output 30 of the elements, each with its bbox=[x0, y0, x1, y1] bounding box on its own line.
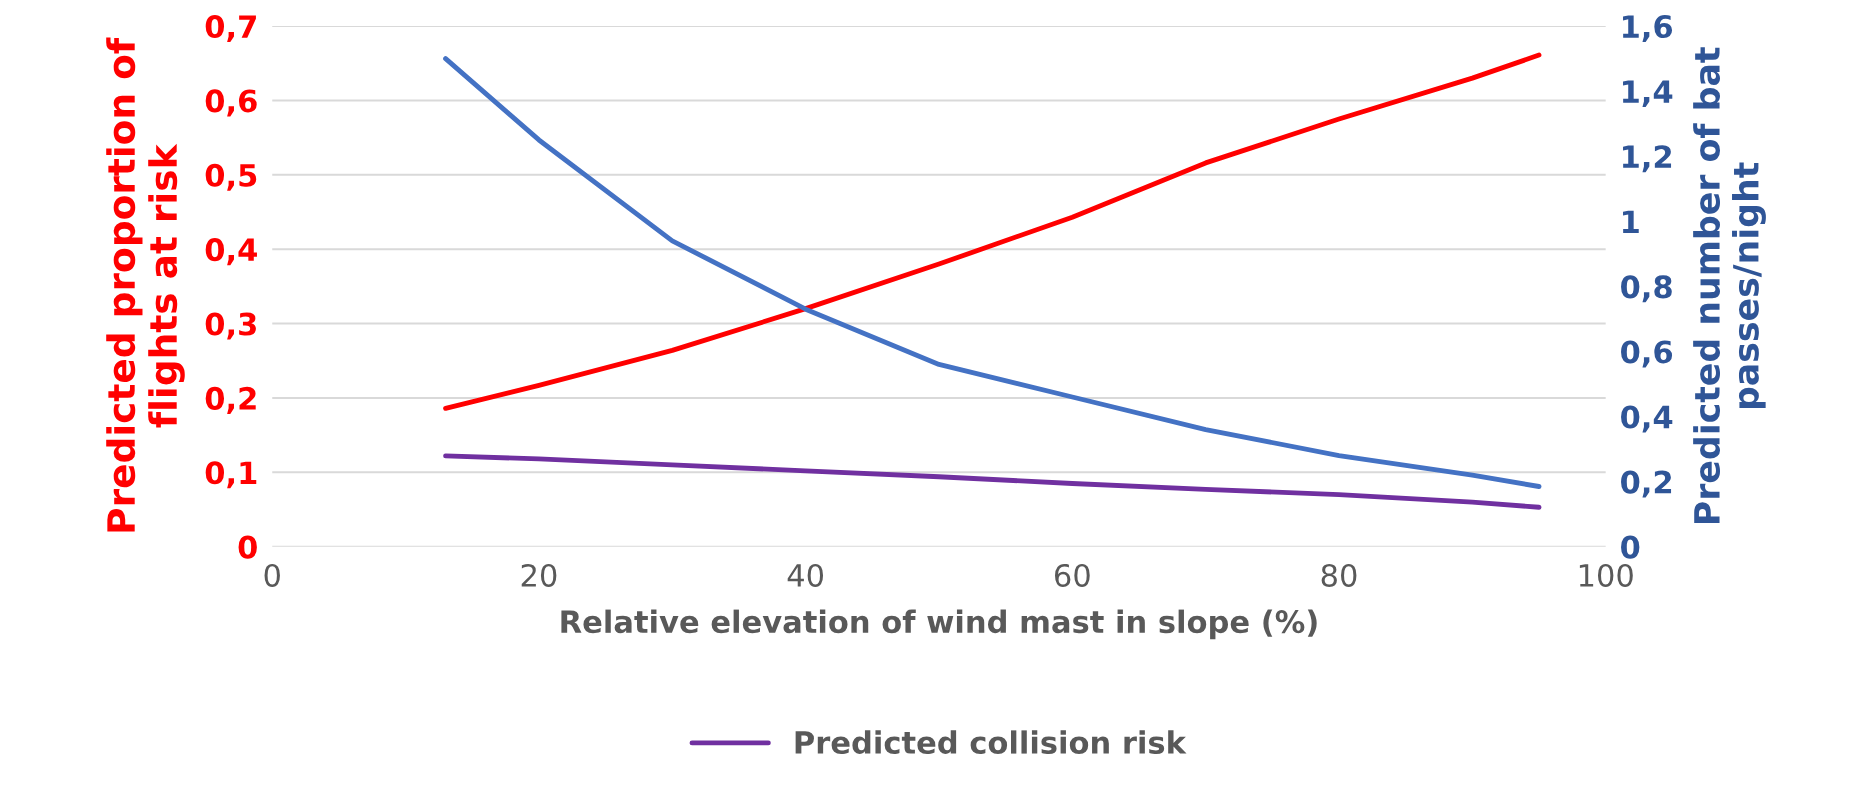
y2-tick-label: 0,2 bbox=[1621, 470, 1672, 498]
y2-tick-label: 0 bbox=[1621, 535, 1640, 559]
x-tick-label: 0 bbox=[264, 563, 280, 587]
y2-tick-label: 0,4 bbox=[1621, 405, 1673, 433]
y2-tick-label: 1,4 bbox=[1623, 80, 1673, 108]
y-tick-label: 0,6 bbox=[205, 89, 257, 117]
legend-label: Predicted collision risk bbox=[795, 730, 1187, 755]
y-tick-label: 0,5 bbox=[205, 163, 257, 191]
y-tick-label: 0,4 bbox=[205, 238, 257, 266]
line-series bbox=[443, 56, 1542, 489]
x-tick-label: 20 bbox=[521, 563, 557, 587]
y2-tick-label: 1,2 bbox=[1623, 145, 1672, 173]
y2-tick-label: 1 bbox=[1623, 210, 1639, 233]
y-tick-label: 0,3 bbox=[205, 312, 256, 340]
y-axis-title: Predicted proportion of flights at risk bbox=[106, 37, 185, 532]
y2-axis-title: Predicted number of bat passes/night bbox=[1693, 47, 1766, 524]
x-tick-label: 60 bbox=[1055, 563, 1090, 587]
y2-tick-label: 0,6 bbox=[1621, 340, 1673, 368]
x-tick-label: 100 bbox=[1579, 563, 1633, 587]
y-tick-label: 0,1 bbox=[205, 461, 257, 489]
line-series bbox=[443, 52, 1542, 411]
x-tick-label: 80 bbox=[1321, 563, 1357, 587]
x-axis-title: Relative elevation of wind mast in slope (%) bbox=[561, 609, 1317, 640]
y2-tick-label: 0,8 bbox=[1621, 275, 1672, 303]
y2-tick-label: 1,6 bbox=[1623, 15, 1673, 43]
y-tick-label: 0 bbox=[238, 535, 257, 559]
line-series bbox=[443, 453, 1542, 510]
x-tick-label: 40 bbox=[787, 563, 824, 587]
y-tick-label: 0,7 bbox=[205, 15, 256, 43]
y-tick-label: 0,2 bbox=[205, 386, 256, 414]
